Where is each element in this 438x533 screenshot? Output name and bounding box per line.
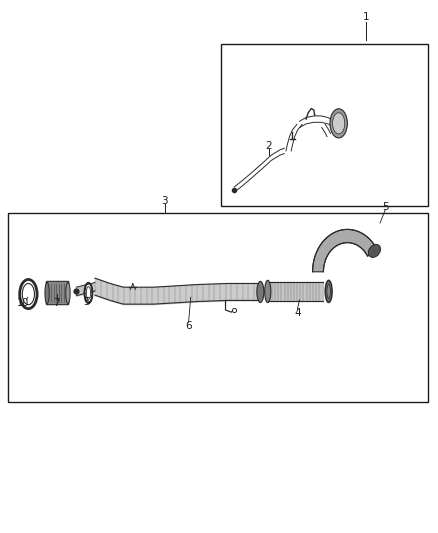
Text: 1: 1 xyxy=(363,12,369,22)
Bar xyxy=(221,44,428,206)
Text: 3: 3 xyxy=(161,196,168,206)
Ellipse shape xyxy=(45,282,49,304)
Ellipse shape xyxy=(368,244,381,257)
Text: 10: 10 xyxy=(17,297,29,308)
Text: 2: 2 xyxy=(266,141,272,151)
Text: 7: 7 xyxy=(53,297,60,308)
Text: 5: 5 xyxy=(382,201,389,212)
Ellipse shape xyxy=(327,285,330,298)
Ellipse shape xyxy=(330,109,347,138)
Bar xyxy=(8,214,428,402)
Ellipse shape xyxy=(332,113,345,134)
Polygon shape xyxy=(313,229,377,272)
Ellipse shape xyxy=(86,287,91,300)
Ellipse shape xyxy=(265,280,271,303)
Text: 4: 4 xyxy=(294,308,300,318)
Ellipse shape xyxy=(20,279,37,309)
FancyBboxPatch shape xyxy=(46,281,69,305)
Ellipse shape xyxy=(22,284,35,305)
Ellipse shape xyxy=(85,283,92,303)
Ellipse shape xyxy=(66,282,70,304)
Text: 6: 6 xyxy=(185,321,192,331)
Text: 5: 5 xyxy=(83,297,89,307)
Ellipse shape xyxy=(257,281,264,303)
Ellipse shape xyxy=(325,280,332,303)
